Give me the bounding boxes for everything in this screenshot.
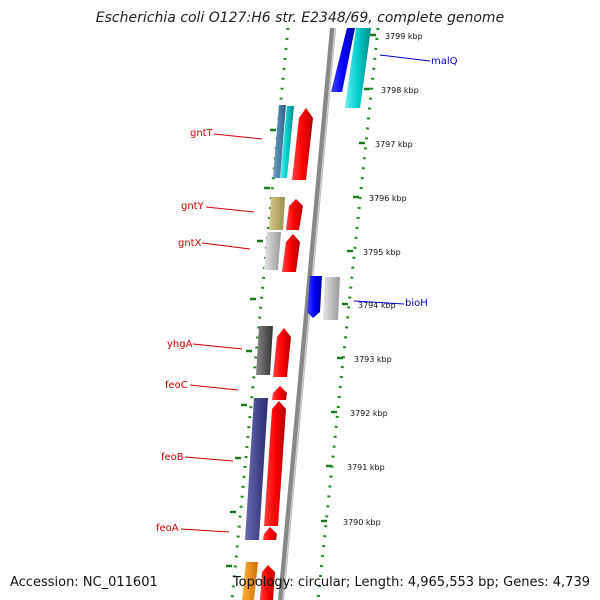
label-leader — [184, 456, 234, 462]
tick-label: 3793 kbp — [354, 355, 392, 364]
reverse-strand-features — [307, 28, 371, 320]
gene-gntT-arrow[interactable] — [292, 108, 313, 180]
gene-yhgA-arrow[interactable] — [273, 328, 291, 377]
gene-gntX-arrow[interactable] — [282, 234, 300, 272]
gene-gntY-khaki[interactable] — [269, 197, 285, 230]
tick-label: 3799 kbp — [385, 32, 423, 41]
gene-feoC-arrow[interactable] — [272, 386, 287, 400]
gene-gntY-arrow[interactable] — [286, 199, 303, 230]
label-leader — [353, 300, 405, 305]
gene-label-yhgA[interactable]: yhgA — [167, 339, 193, 350]
label-leader — [205, 206, 255, 213]
gene-label-gntT[interactable]: gntT — [190, 128, 214, 139]
gene-gntT-steel[interactable] — [273, 105, 286, 178]
label-leader — [189, 384, 239, 391]
gene-label-feoC[interactable]: feoC — [165, 380, 188, 391]
gene-label-malQ[interactable]: malQ — [431, 56, 458, 67]
inner-tick-group — [226, 128, 276, 568]
genome-info-label: Topology: circular; Length: 4,965,553 bp… — [232, 575, 590, 590]
tick-label: 3790 kbp — [343, 518, 381, 527]
gene-gntT-cyan[interactable] — [280, 106, 294, 178]
tick-label: 3797 kbp — [375, 140, 413, 149]
gene-yhgA-dark[interactable] — [256, 326, 273, 375]
gene-feoB-navy[interactable] — [245, 398, 268, 540]
gene-cyan-feature[interactable] — [345, 28, 371, 108]
genome-backbone — [278, 27, 336, 600]
gene-label-bioH[interactable]: bioH — [405, 298, 428, 309]
tick-label: 3795 kbp — [363, 248, 401, 257]
gene-gntX-silver[interactable] — [264, 232, 281, 270]
gene-label-gntY[interactable]: gntY — [181, 201, 205, 212]
gene-feoB-arrow[interactable] — [264, 401, 286, 526]
accession-label: Accession: NC_011601 — [10, 575, 158, 590]
tick-label: 3798 kbp — [381, 86, 419, 95]
label-leader — [180, 528, 230, 533]
gene-silver-feature[interactable] — [323, 277, 340, 320]
gene-partial-arrow[interactable] — [260, 565, 275, 600]
gene-label-gntX[interactable]: gntX — [178, 238, 202, 249]
tick-label: 3794 kbp — [358, 301, 396, 310]
gene-label-group: malQ gntT gntY gntX bioH yhgA feoC feoB … — [156, 54, 458, 534]
gene-orange-feature[interactable] — [242, 562, 258, 600]
gene-label-feoB[interactable]: feoB — [161, 452, 184, 463]
tick-label: 3796 kbp — [369, 194, 407, 203]
gene-label-feoA[interactable]: feoA — [156, 523, 179, 534]
gene-feoA-arrow[interactable] — [263, 527, 277, 540]
forward-strand-features — [242, 105, 313, 600]
tick-label: 3791 kbp — [347, 463, 385, 472]
gene-bioH-arrow[interactable] — [307, 276, 322, 318]
label-leader — [192, 343, 243, 350]
gene-malQ-arrow[interactable] — [331, 28, 355, 92]
genome-title: Escherichia coli O127:H6 str. E2348/69, … — [95, 10, 505, 26]
tick-label: 3792 kbp — [350, 409, 388, 418]
tick-group: 3799 kbp 3798 kbp 3797 kbp 3796 kbp 3795… — [321, 32, 423, 527]
label-leader — [213, 133, 263, 140]
label-leader — [201, 242, 251, 250]
label-leader — [379, 54, 431, 62]
